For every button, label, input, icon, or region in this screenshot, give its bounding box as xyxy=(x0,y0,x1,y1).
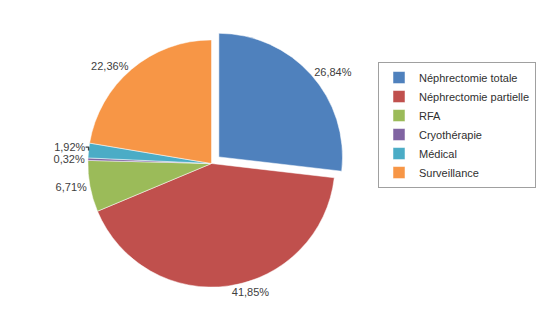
svg-text:41,85%: 41,85% xyxy=(232,286,270,298)
svg-text:1,92%: 1,92% xyxy=(54,141,85,153)
svg-text:6,71%: 6,71% xyxy=(56,181,87,193)
svg-text:RFA: RFA xyxy=(419,110,441,122)
svg-text:26,84%: 26,84% xyxy=(314,66,352,78)
svg-text:Surveillance: Surveillance xyxy=(419,167,479,179)
svg-text:Médical: Médical xyxy=(419,148,457,160)
svg-text:22,36%: 22,36% xyxy=(91,60,129,72)
svg-text:Néphrectomie totale: Néphrectomie totale xyxy=(419,72,517,84)
svg-text:Néphrectomie partielle: Néphrectomie partielle xyxy=(419,91,529,103)
svg-text:Cryothérapie: Cryothérapie xyxy=(419,129,482,141)
svg-text:0,32%: 0,32% xyxy=(54,153,85,165)
